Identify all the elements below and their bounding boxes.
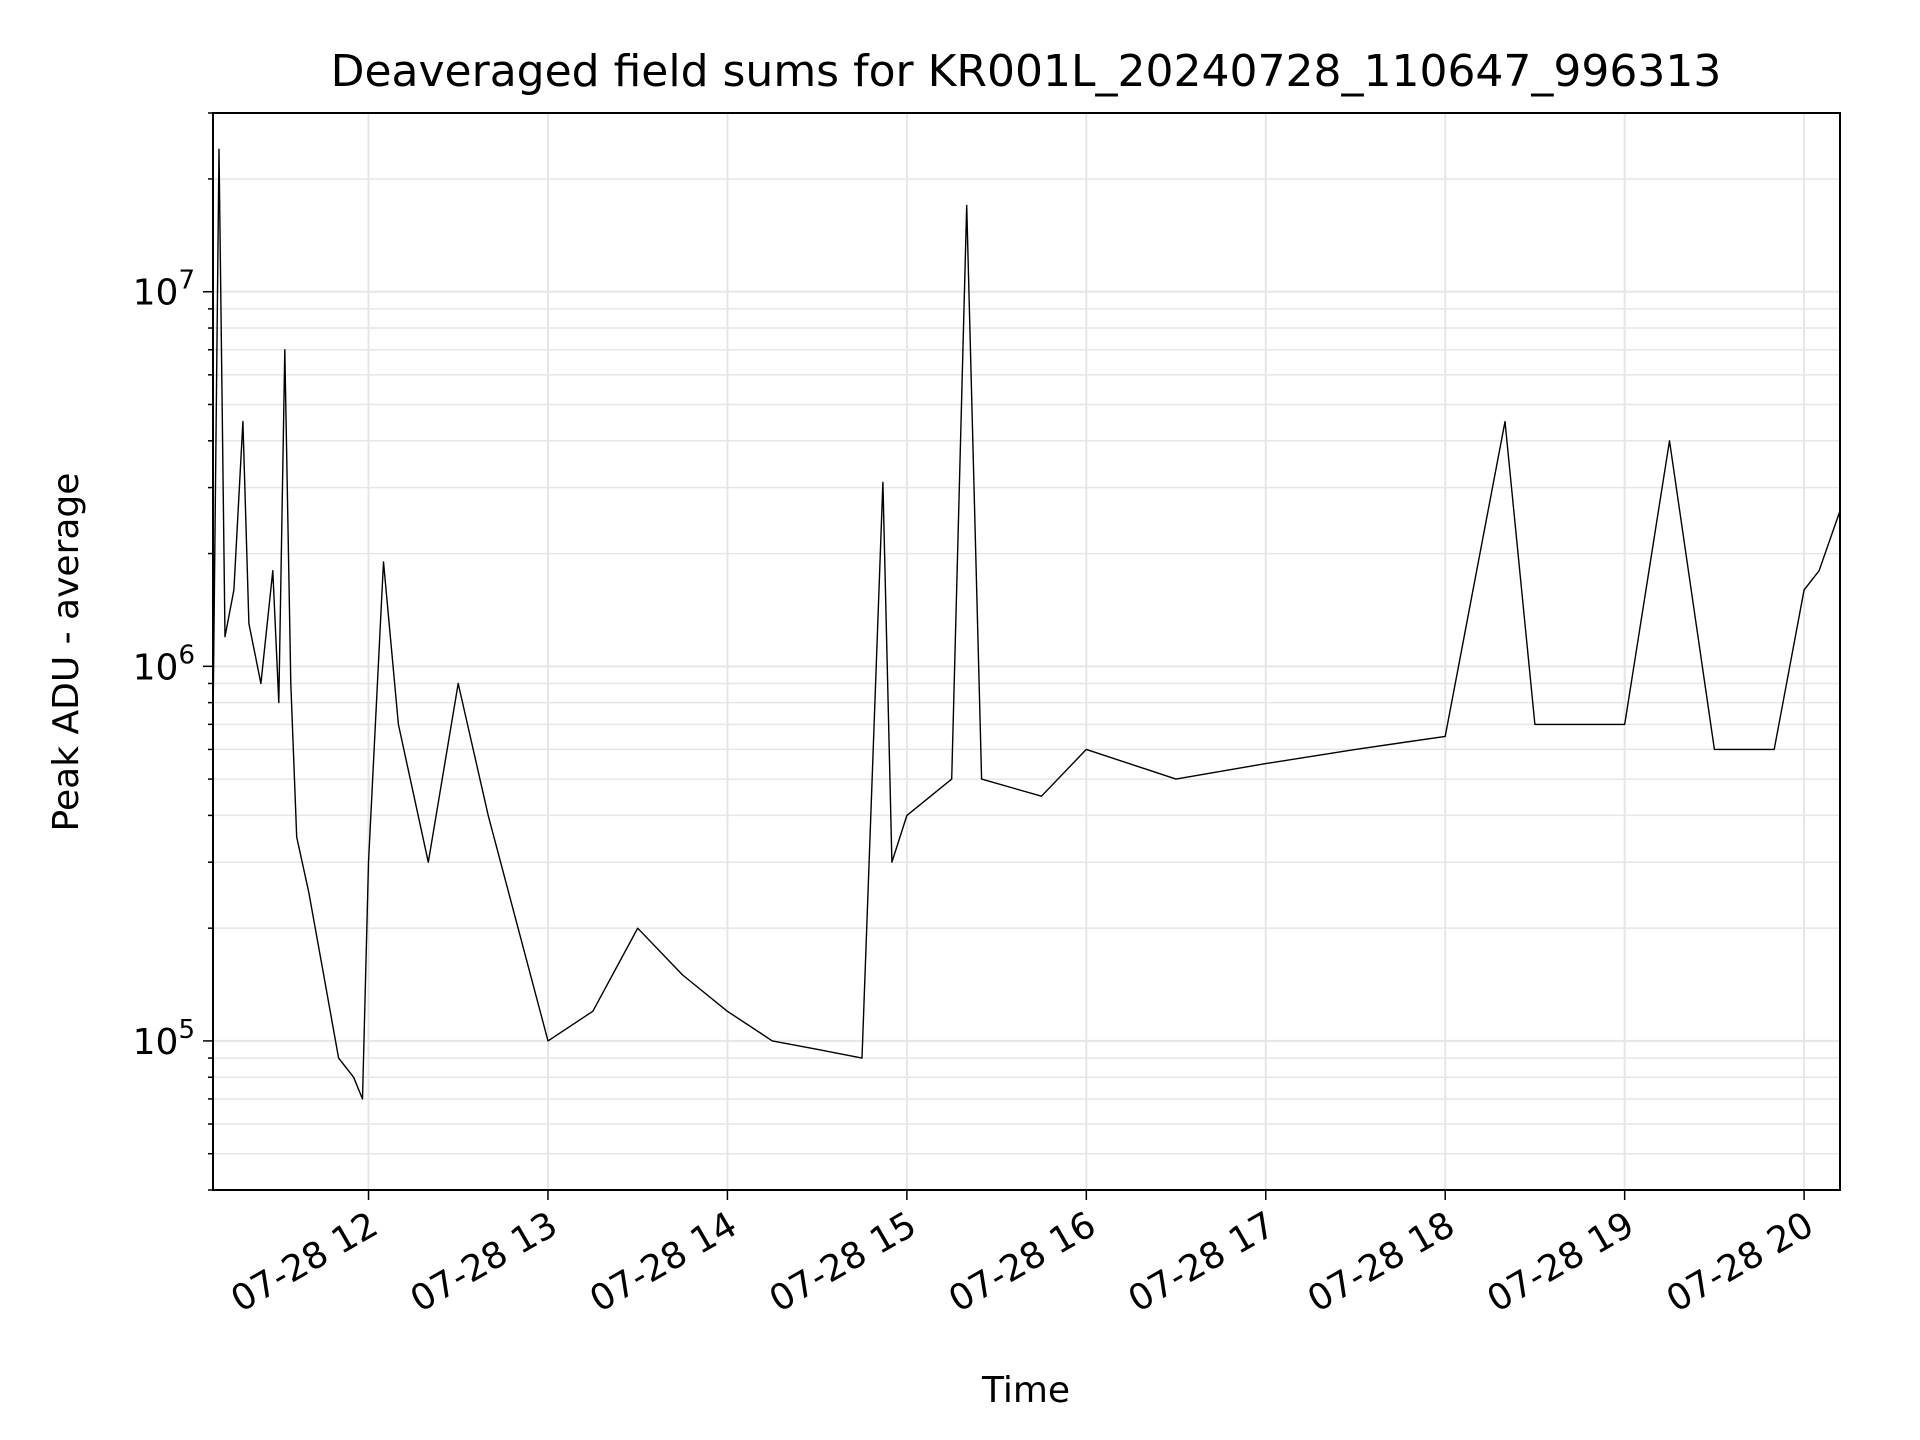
grid-lines (213, 112, 1840, 1191)
axes-frame (212, 112, 1841, 1191)
y-tick-label: 106 (133, 640, 195, 688)
chart-title: Deaveraged field sums for KR001L_2024072… (331, 46, 1722, 97)
y-tick-label: 105 (133, 1015, 195, 1063)
x-axis-label: Time (981, 1370, 1070, 1411)
series-line (212, 148, 1841, 1100)
y-axis-label: Peak ADU - average (46, 473, 87, 832)
y-tick-label: 107 (133, 266, 195, 314)
plot-area (212, 148, 1841, 1100)
